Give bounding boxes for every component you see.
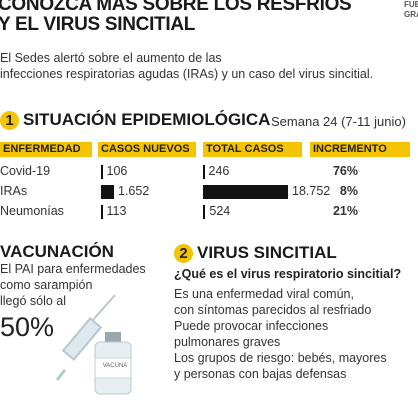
cell-value: 524 [209, 204, 231, 218]
vaccine-illustration [55, 294, 132, 395]
disease: IRAs [0, 184, 28, 198]
increment: 21% [332, 204, 358, 218]
section-number: 2 [174, 244, 193, 263]
table-header: INCREMENTO [310, 142, 410, 157]
syringe [55, 294, 116, 381]
section2-line: pulmonares graves [174, 335, 281, 349]
cell-value: 106 [106, 164, 128, 178]
title-line: CONOZCA MÁS SOBRE LOS RESFRÍOS [0, 0, 352, 15]
vaccination-title: VACUNACIÓN [0, 242, 114, 261]
section-title: VIRUS SINCITIAL [197, 243, 337, 262]
table-header: CASOS NUEVOS [98, 142, 196, 157]
table-header: TOTAL CASOS [203, 142, 302, 157]
table-header: ENFERMEDAD [0, 142, 92, 157]
bar [203, 185, 288, 199]
increment: 76% [332, 164, 358, 178]
cell-value: 113 [106, 204, 127, 218]
bar [101, 185, 114, 199]
vaccination-line: El PAI para enfermedades [0, 262, 146, 276]
bar [203, 205, 206, 219]
question: ¿Qué es el virus respiratorio sincitial? [174, 267, 402, 281]
intro-line: infecciones respiratorias agudas (IRAs) … [0, 67, 374, 81]
section2-line: con síntomas parecidos al resfriado [174, 303, 372, 317]
vaccination-line: como sarampión [0, 278, 93, 292]
section2-line: y personas con bajas defensas [174, 367, 347, 381]
disease: Neumonías [0, 204, 64, 218]
vial-label: VACUNA [102, 363, 128, 369]
corner-text: GRA [404, 10, 418, 19]
increment: 8% [339, 184, 358, 198]
cell-value: 18.752 [292, 184, 331, 198]
section2-line: Es una enfermedad viral común, [174, 287, 354, 301]
bar [101, 165, 103, 179]
section-title: SITUACIÓN EPIDEMIOLÓGICA [23, 110, 271, 129]
bar [203, 165, 205, 179]
corner-text: FUE [404, 0, 418, 9]
disease: Covid-19 [0, 164, 51, 178]
vial [94, 332, 132, 395]
intro-line: El Sedes alertó sobre el aumento de las [0, 51, 222, 65]
section-number: 1 [0, 111, 19, 130]
cell-value: 246 [208, 164, 230, 178]
cell-value: 1.652 [118, 184, 150, 198]
section2-line: Los grupos de riesgo: bebés, mayores [174, 351, 387, 365]
bar [101, 205, 103, 219]
vaccination-line: llegó sólo al [0, 294, 67, 308]
section2-line: Puede provocar infecciones [174, 319, 329, 333]
title-line: Y EL VIRUS SINCITIAL [0, 14, 196, 35]
section-subtitle: Semana 24 (7-11 junio) [271, 114, 406, 129]
vaccination-percent: 50% [0, 312, 55, 342]
